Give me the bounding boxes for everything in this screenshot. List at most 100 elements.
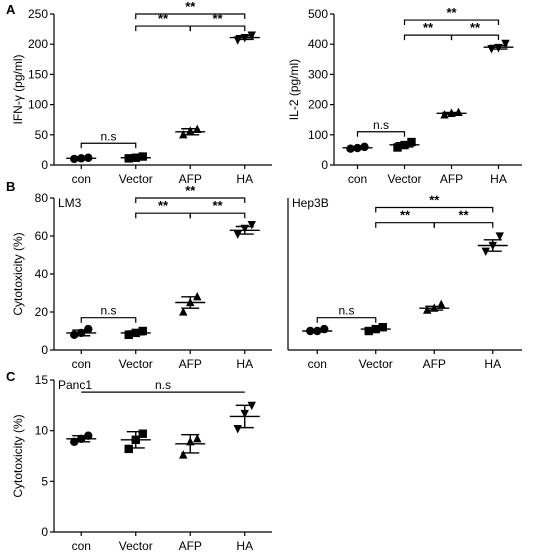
significance-label: ** (423, 20, 434, 35)
data-point (179, 450, 188, 459)
y-tick-label: 0 (41, 158, 48, 172)
significance-label: ** (212, 198, 223, 213)
significance-label: n.s (155, 378, 171, 392)
chart-il2: 0 100 200 300 400 500 IL-2 (pg/ml) con Vector AFP… (287, 5, 522, 186)
data-point (481, 247, 490, 256)
data-point (179, 307, 188, 316)
x-tick-label: HA (236, 539, 253, 553)
data-point (193, 292, 202, 301)
data-point (193, 433, 202, 443)
data-point (84, 153, 93, 162)
chart-ifng: 0 50 100 150 200 250 IFN-γ (pg/ml) con Vector AFP… (11, 0, 272, 186)
chart-hep3b: Hep3B con Vector AFP HA n.s ** ** ** (287, 193, 522, 371)
data-point (77, 154, 86, 163)
data-point (70, 330, 79, 339)
x-tick-label: con (72, 172, 91, 186)
x-tick-label: Vector (119, 539, 153, 553)
data-point (437, 299, 446, 308)
data-point (193, 124, 202, 133)
data-point (487, 45, 496, 54)
significance-label: ** (185, 183, 196, 198)
data-point (186, 297, 195, 307)
y-axis-label: Cytotoxicity (%) (11, 232, 25, 315)
data-point (138, 429, 147, 438)
x-tick-label: HA (236, 172, 253, 186)
data-point (77, 328, 86, 338)
chart-inset-title: Hep3B (292, 196, 329, 210)
data-point (240, 33, 249, 43)
data-point (306, 326, 315, 336)
significance-bracket (80, 142, 137, 149)
significance-bracket (375, 222, 435, 228)
panel-letter-a: A (6, 2, 16, 17)
chart-lm3: 0 20 40 60 80 Cytotoxicity (%) LM3 con Vector AFP… (11, 183, 272, 371)
significance-label: ** (429, 193, 440, 208)
significance-label: ** (158, 11, 169, 26)
significance-bracket (433, 222, 494, 228)
data-point (371, 324, 380, 334)
data-point (360, 142, 369, 152)
data-point (247, 31, 256, 40)
panel-letter-c: C (6, 369, 16, 384)
y-tick-label: 200 (308, 98, 328, 112)
x-tick-label: Vector (359, 357, 393, 371)
y-tick-label: 10 (35, 424, 49, 438)
significance-label: n.s (373, 118, 389, 132)
data-point (233, 36, 242, 45)
data-point (313, 326, 322, 336)
y-tick-label: 0 (321, 158, 328, 172)
x-tick-label: HA (484, 357, 501, 371)
significance-label: ** (446, 5, 457, 20)
data-point (131, 435, 140, 444)
data-point (77, 434, 86, 443)
chart-panc1: 0 5 10 15 Cytotoxicity (%) Panc1 con Vector AFP H… (11, 373, 272, 553)
y-axis-label: IL-2 (pg/ml) (287, 59, 301, 120)
x-tick-label: HA (490, 172, 507, 186)
y-tick-label: 500 (308, 7, 328, 21)
y-tick-label: 50 (35, 128, 49, 142)
significance-label: ** (470, 20, 481, 35)
data-point (84, 324, 93, 334)
data-point (407, 137, 416, 147)
significance-label: n.s (100, 129, 116, 143)
significance-bracket (375, 206, 494, 213)
y-tick-label: 0 (41, 525, 48, 539)
x-tick-label: AFP (179, 357, 202, 371)
data-point (233, 425, 242, 434)
y-tick-label: 60 (35, 229, 49, 243)
data-point (240, 409, 249, 419)
significance-label: ** (185, 0, 196, 14)
data-point (364, 326, 373, 336)
significance-bracket (189, 212, 246, 219)
data-point (138, 152, 147, 161)
y-tick-label: 300 (308, 67, 328, 81)
significance-bracket (135, 13, 246, 19)
y-tick-label: 100 (308, 128, 328, 142)
data-point (138, 326, 147, 336)
panel-letter-b: B (6, 179, 15, 194)
chart-inset-title: LM3 (58, 196, 82, 210)
significance-bracket (403, 19, 500, 26)
data-point (393, 143, 402, 152)
x-tick-label: con (348, 172, 367, 186)
y-tick-label: 100 (28, 98, 48, 112)
significance-bracket (135, 197, 246, 203)
chart-inset-title: Panc1 (58, 378, 92, 392)
data-point (186, 126, 195, 135)
y-tick-label: 40 (35, 267, 49, 281)
significance-label: n.s (100, 304, 116, 318)
significance-bracket (135, 25, 191, 32)
data-point (495, 232, 504, 241)
data-point (430, 303, 439, 312)
y-tick-label: 150 (28, 67, 48, 81)
significance-label: ** (400, 208, 411, 223)
data-point (124, 444, 133, 454)
x-tick-label: AFP (423, 357, 446, 371)
y-tick-label: 200 (28, 37, 48, 51)
significance-label: ** (458, 208, 469, 223)
data-point (179, 130, 188, 139)
data-point (494, 43, 503, 53)
x-tick-label: Vector (387, 172, 421, 186)
